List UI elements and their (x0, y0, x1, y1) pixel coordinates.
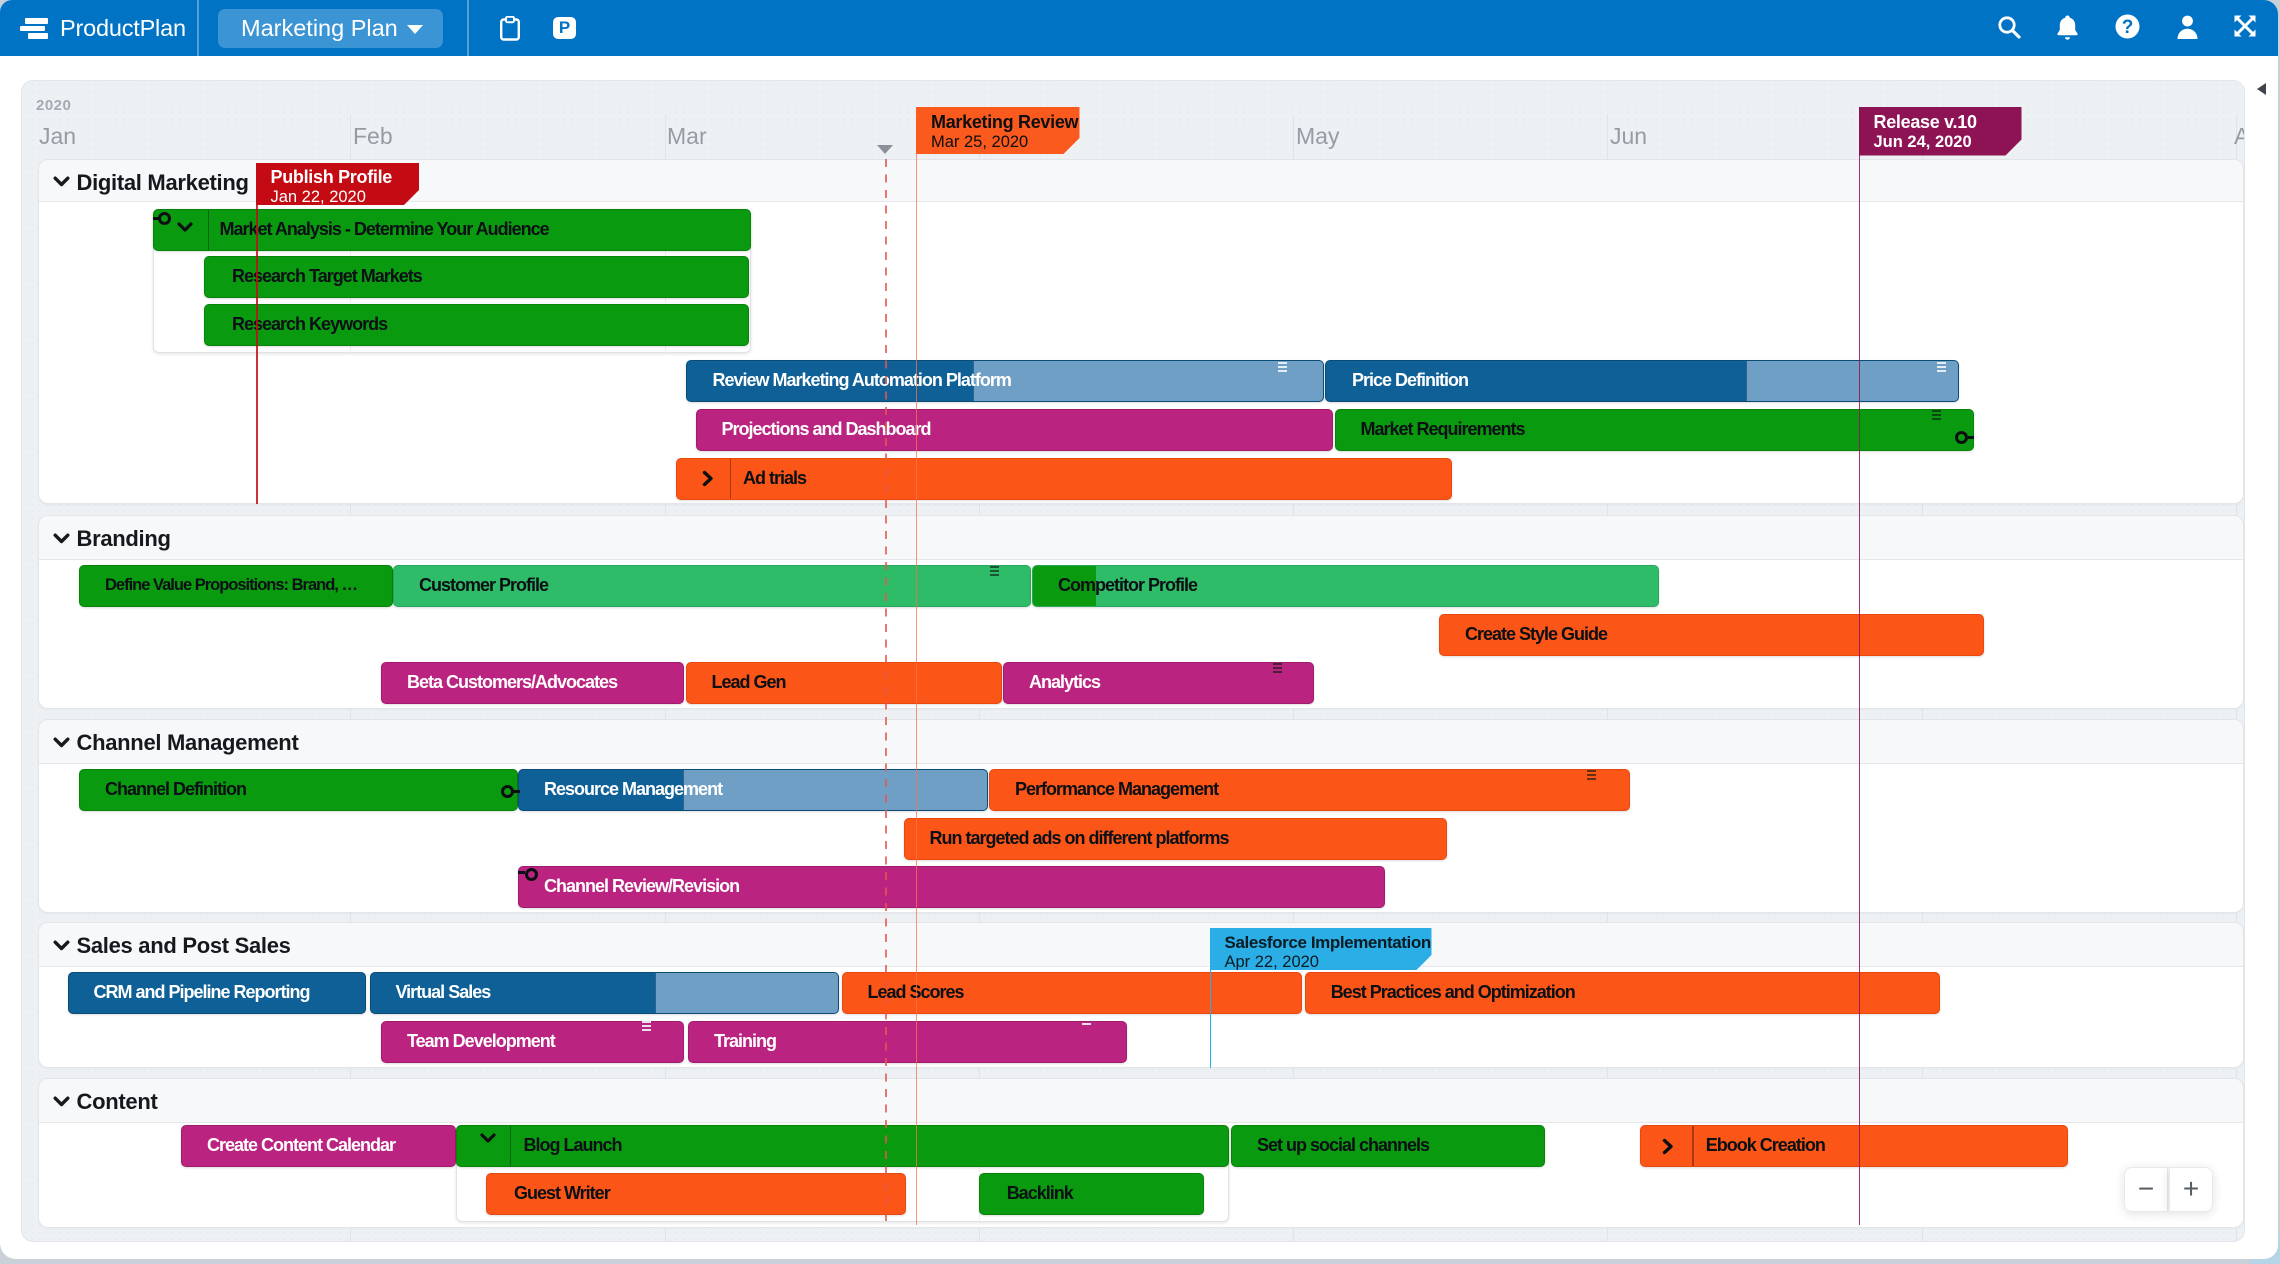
svg-text:?: ? (2122, 17, 2134, 38)
